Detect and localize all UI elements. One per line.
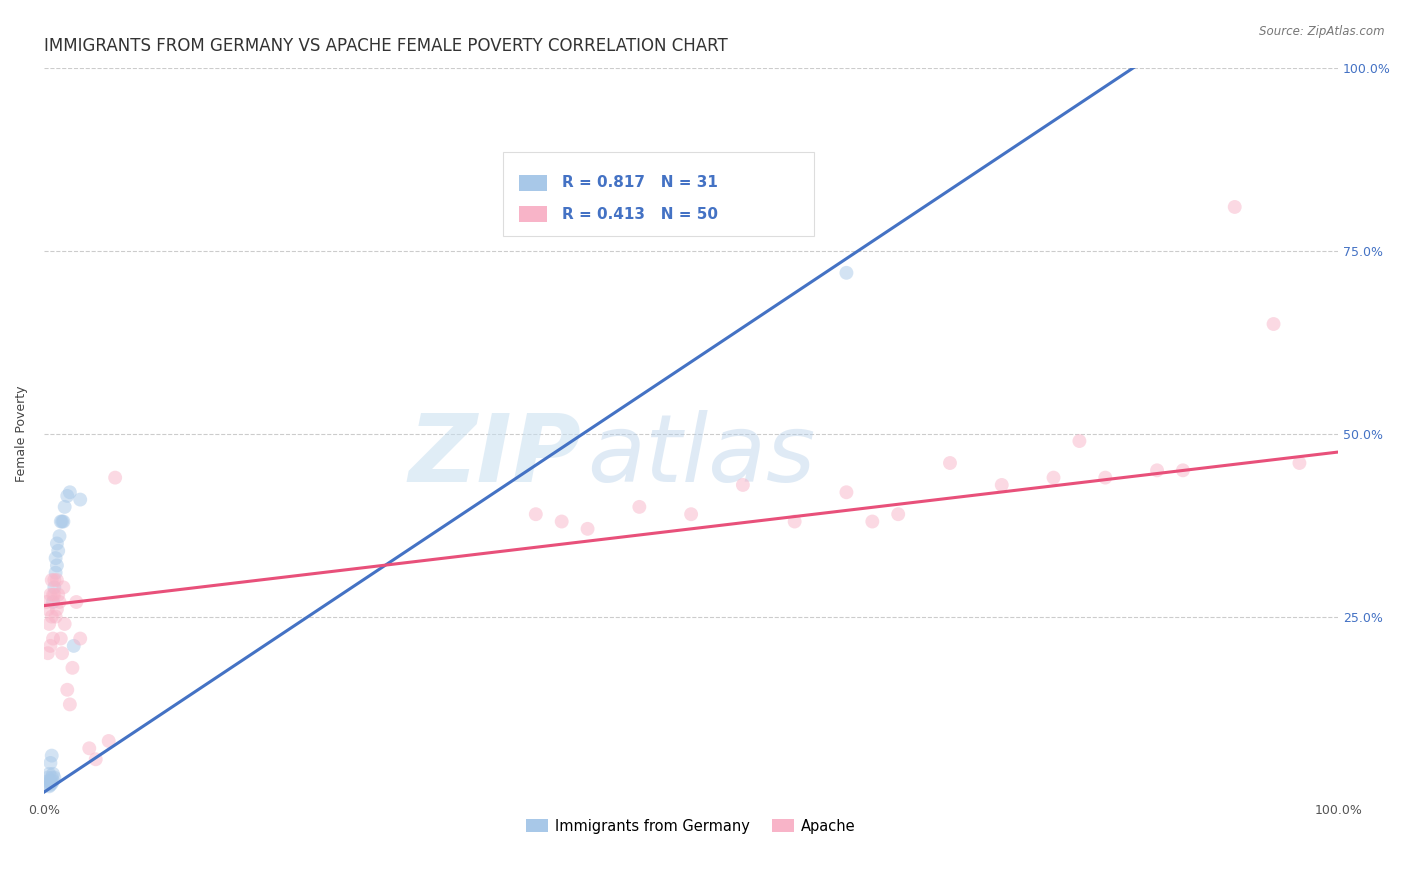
Point bbox=[44, 580, 66, 594]
Point bbox=[77, 741, 100, 756]
Point bbox=[42, 595, 65, 609]
Legend: Immigrants from Germany, Apache: Immigrants from Germany, Apache bbox=[520, 814, 862, 839]
Point bbox=[1069, 434, 1091, 448]
Point bbox=[42, 767, 65, 781]
Point bbox=[84, 752, 107, 766]
Point bbox=[62, 661, 84, 675]
Text: ZIP: ZIP bbox=[408, 409, 581, 501]
Point bbox=[42, 588, 65, 602]
Point bbox=[51, 515, 73, 529]
Point bbox=[576, 522, 599, 536]
Point bbox=[835, 266, 858, 280]
Text: atlas: atlas bbox=[588, 410, 815, 501]
Point bbox=[45, 551, 67, 566]
Point bbox=[51, 646, 73, 660]
Point bbox=[52, 515, 75, 529]
Point bbox=[49, 515, 72, 529]
Point bbox=[48, 529, 70, 543]
Point bbox=[69, 632, 91, 646]
Point bbox=[44, 573, 66, 587]
Point bbox=[49, 632, 72, 646]
Point bbox=[731, 478, 754, 492]
Point bbox=[39, 774, 62, 789]
Point bbox=[37, 646, 59, 660]
Bar bbox=[519, 206, 547, 222]
Point bbox=[53, 500, 76, 514]
Point bbox=[990, 478, 1012, 492]
Bar bbox=[519, 175, 547, 191]
Point bbox=[550, 515, 572, 529]
Text: R = 0.413   N = 50: R = 0.413 N = 50 bbox=[561, 207, 717, 222]
Point bbox=[887, 507, 910, 521]
Point bbox=[783, 515, 806, 529]
Point bbox=[39, 778, 62, 792]
Point bbox=[39, 639, 62, 653]
Point bbox=[69, 492, 91, 507]
Point bbox=[37, 771, 59, 785]
Point bbox=[681, 507, 703, 521]
Point bbox=[1263, 317, 1285, 331]
Point bbox=[48, 595, 70, 609]
Point bbox=[104, 470, 127, 484]
Point bbox=[46, 543, 69, 558]
Point bbox=[37, 774, 59, 789]
FancyBboxPatch shape bbox=[503, 153, 814, 236]
Point bbox=[41, 609, 63, 624]
Point bbox=[39, 588, 62, 602]
Point bbox=[56, 682, 79, 697]
Point bbox=[53, 616, 76, 631]
Point bbox=[1042, 470, 1064, 484]
Point bbox=[44, 588, 66, 602]
Point bbox=[41, 748, 63, 763]
Point bbox=[42, 774, 65, 789]
Point bbox=[97, 734, 120, 748]
Point bbox=[37, 602, 59, 616]
Point bbox=[44, 771, 66, 785]
Point bbox=[38, 780, 60, 794]
Point bbox=[46, 588, 69, 602]
Point bbox=[45, 609, 67, 624]
Point bbox=[1146, 463, 1168, 477]
Point bbox=[45, 602, 67, 616]
Point bbox=[45, 566, 67, 580]
Text: Source: ZipAtlas.com: Source: ZipAtlas.com bbox=[1260, 25, 1385, 38]
Point bbox=[52, 580, 75, 594]
Point bbox=[835, 485, 858, 500]
Text: IMMIGRANTS FROM GERMANY VS APACHE FEMALE POVERTY CORRELATION CHART: IMMIGRANTS FROM GERMANY VS APACHE FEMALE… bbox=[44, 37, 728, 55]
Point bbox=[41, 771, 63, 785]
Point bbox=[38, 616, 60, 631]
Point bbox=[56, 489, 79, 503]
Point bbox=[1171, 463, 1194, 477]
Point bbox=[35, 595, 58, 609]
Point bbox=[59, 698, 82, 712]
Point bbox=[62, 639, 84, 653]
Point bbox=[860, 515, 883, 529]
Point bbox=[42, 632, 65, 646]
Point bbox=[628, 500, 651, 514]
Point bbox=[59, 485, 82, 500]
Point bbox=[939, 456, 962, 470]
Point bbox=[1094, 470, 1116, 484]
Point bbox=[1288, 456, 1310, 470]
Point bbox=[524, 507, 547, 521]
Point bbox=[41, 776, 63, 790]
Point bbox=[39, 756, 62, 770]
Point bbox=[65, 595, 87, 609]
Point bbox=[45, 573, 67, 587]
Text: R = 0.817   N = 31: R = 0.817 N = 31 bbox=[561, 176, 717, 190]
Point bbox=[1223, 200, 1246, 214]
Y-axis label: Female Poverty: Female Poverty bbox=[15, 385, 28, 482]
Point bbox=[45, 558, 67, 573]
Point bbox=[38, 767, 60, 781]
Point bbox=[35, 778, 58, 792]
Point bbox=[45, 536, 67, 550]
Point bbox=[41, 573, 63, 587]
